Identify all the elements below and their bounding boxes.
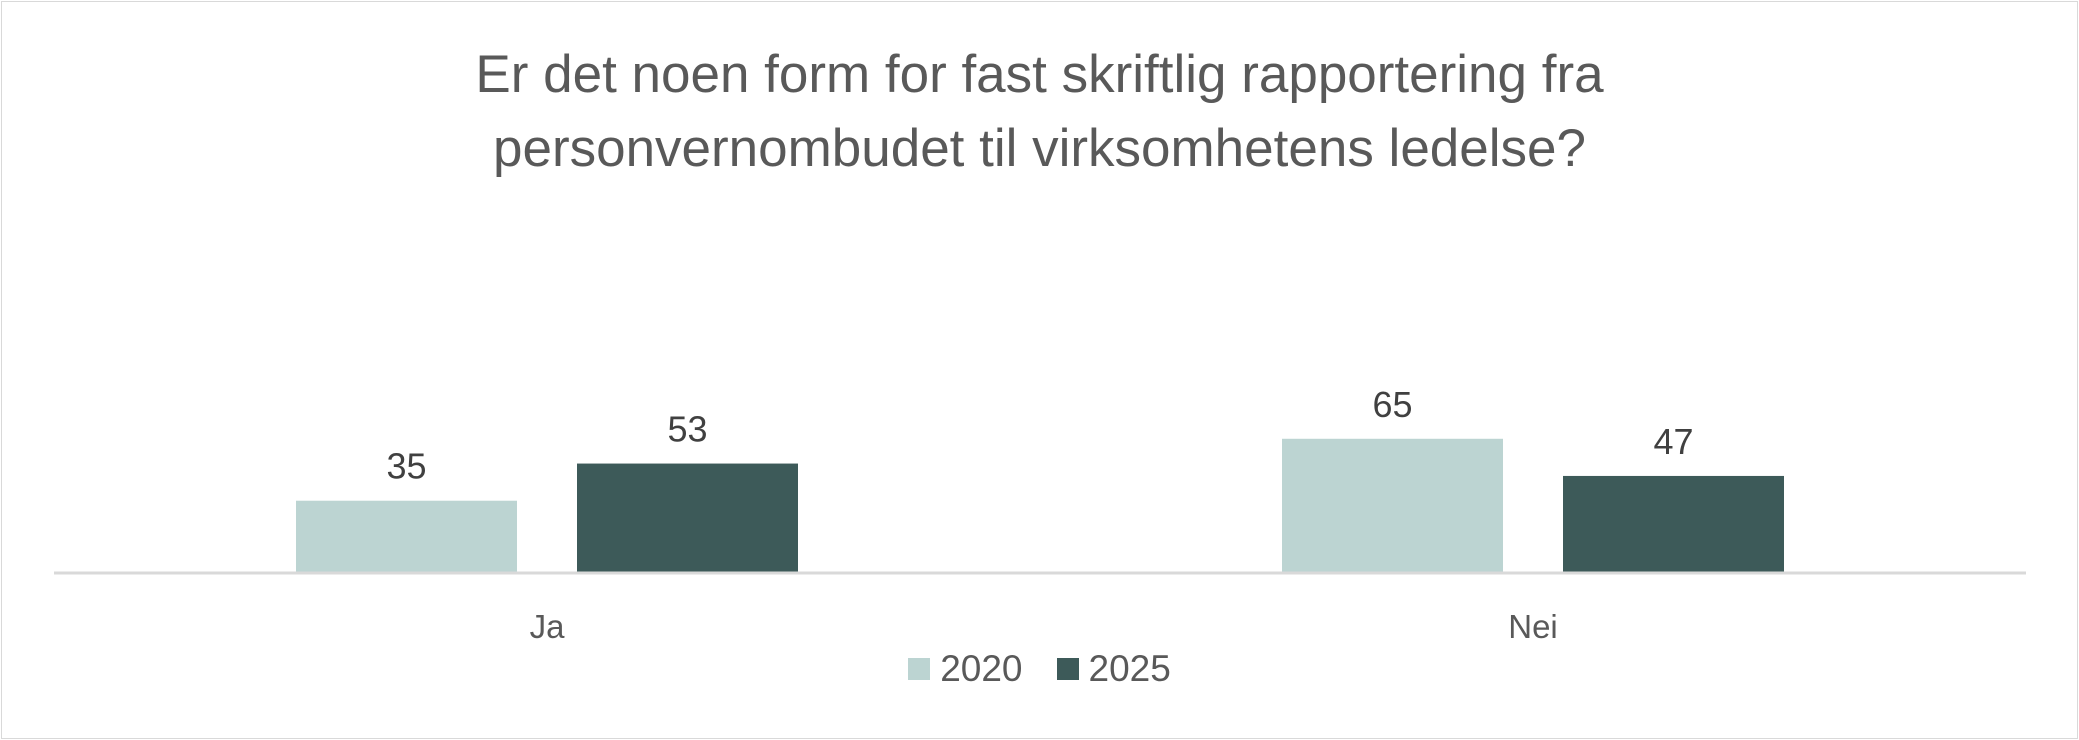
bar-ja-2025	[577, 463, 798, 573]
chart-title-line-1: Er det noen form for fast skriftlig rapp…	[475, 45, 1604, 104]
data-label-nei-2025: 47	[1653, 421, 1693, 462]
data-label-ja-2020: 35	[386, 446, 426, 487]
x-tick-label-nei: Nei	[1508, 608, 1558, 645]
legend-swatch-2025	[1056, 658, 1079, 680]
legend-label-2020: 2020	[940, 648, 1023, 689]
data-label-nei-2020: 65	[1372, 384, 1412, 425]
data-label-ja-2025: 53	[667, 409, 707, 450]
chart-title-line-2: personvernombudet til virksomhetens lede…	[493, 119, 1586, 178]
chart-title: Er det noen form for fast skriftlig rapp…	[0, 38, 2079, 186]
bar-nei-2025	[1563, 475, 1784, 573]
legend-label-2025: 2025	[1088, 648, 1171, 689]
legend-swatch-2020	[908, 658, 931, 680]
x-tick-label-ja: Ja	[530, 608, 566, 645]
legend-item-2020: 2020	[908, 648, 1023, 690]
legend: 2020 2025	[0, 648, 2079, 690]
bar-ja-2020	[296, 500, 517, 573]
bar-nei-2020	[1282, 438, 1503, 573]
legend-item-2025: 2025	[1056, 648, 1171, 690]
